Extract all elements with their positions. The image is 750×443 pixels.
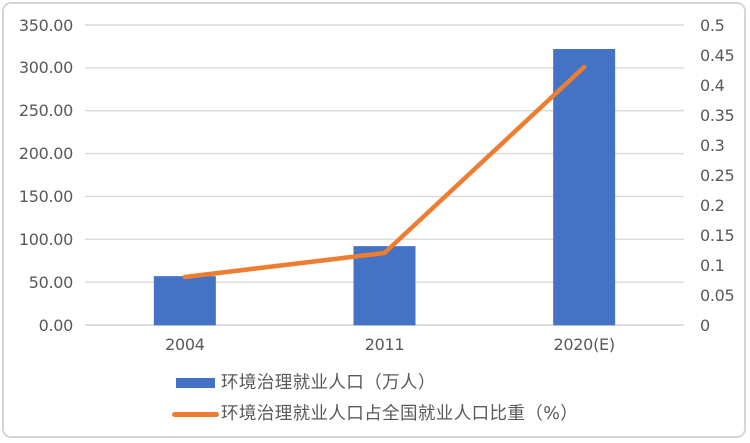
left-axis-tick-label: 300.00: [18, 58, 73, 78]
right-axis-tick-label: 0.15: [700, 225, 735, 245]
right-axis-tick-label: 0.1: [700, 255, 725, 275]
right-axis-tick-label: 0.3: [700, 135, 725, 155]
left-axis-tick-label: 200.00: [18, 144, 73, 164]
left-axis-tick-label: 0.00: [38, 315, 74, 335]
legend-label-line-series: 环境治理就业人口占全国就业人口比重（%）: [221, 404, 579, 424]
line-series: [182, 64, 587, 280]
x-axis-tick-label: 2020(E): [553, 335, 616, 354]
line-series-swatch-cell: [172, 404, 221, 424]
bar-series-swatch-cell: [172, 373, 221, 393]
bar: [353, 246, 416, 326]
left-axis-tick-label: 100.00: [18, 229, 73, 249]
bar: [153, 276, 216, 326]
bar: [553, 49, 616, 326]
right-axis-tick-label: 0.35: [700, 105, 735, 125]
right-axis-tick-label: 0.05: [700, 285, 735, 305]
legend-label-bar-series: 环境治理就业人口（万人）: [221, 373, 436, 393]
right-axis-tick-label: 0.25: [700, 165, 735, 185]
left-axis-tick-label: 150.00: [18, 186, 73, 206]
chart-card: [2, 2, 746, 438]
line-series-swatch: [172, 411, 219, 417]
bar-series-swatch: [176, 378, 215, 388]
left-axis-tick-label: 250.00: [18, 101, 73, 121]
right-axis-tick-label: 0.45: [700, 45, 735, 65]
right-axis-tick-label: 0.2: [700, 195, 725, 215]
right-axis-tick-label: 0.5: [700, 15, 725, 35]
x-axis-tick-label: 2011: [364, 335, 405, 354]
legend-item-line-series: 环境治理就业人口占全国就业人口比重（%）: [172, 404, 578, 424]
right-axis-tick-label: 0: [700, 315, 710, 335]
x-axis-tick-label: 2004: [165, 335, 205, 354]
legend-item-bar-series: 环境治理就业人口（万人）: [172, 373, 436, 393]
left-axis-tick-label: 350.00: [18, 15, 73, 35]
right-axis-tick-label: 0.4: [700, 75, 725, 95]
left-axis-tick-label: 50.00: [28, 272, 74, 292]
